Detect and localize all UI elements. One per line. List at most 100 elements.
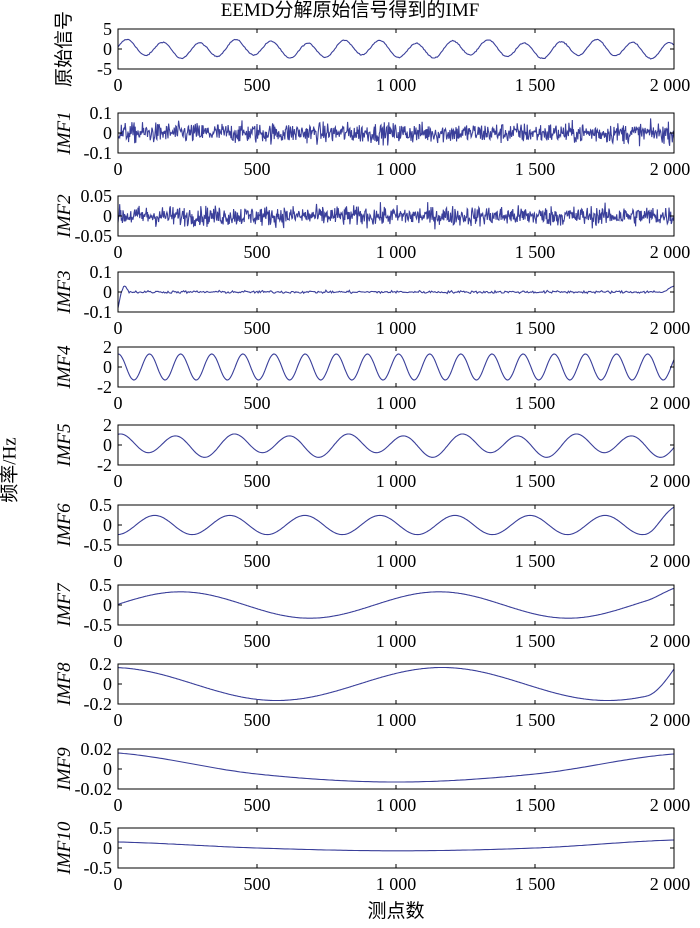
x-tick-label: 2 000 [650,471,691,491]
axes-box [117,424,675,466]
y-tick-label: 0.5 [90,575,113,595]
x-tick-label: 0 [114,75,123,95]
x-tick-label: 1 500 [515,242,556,262]
x-tick-label: 500 [244,159,271,179]
y-tick-label: -0.1 [84,302,113,322]
y-tick-label: -0.02 [75,779,113,799]
y-tick-label: 0 [103,282,112,302]
x-tick-label: 1 000 [376,471,417,491]
y-tick-label: 5 [103,19,112,39]
subplot-y-label: IMF6 [54,503,75,548]
x-tick-label: 1 500 [515,75,556,95]
x-tick-label: 1 000 [376,159,417,179]
figure-title: EEMD分解原始信号得到的IMF [220,0,480,21]
y-tick-label: -0.2 [84,694,113,714]
x-tick-label: 1 000 [376,631,417,651]
x-tick-label: 500 [244,393,271,413]
x-tick-label: 0 [114,242,123,262]
x-tick-label: 500 [244,795,271,815]
x-tick-label: 2 000 [650,393,691,413]
x-tick-label: 2 000 [650,159,691,179]
axes-box [117,584,675,626]
x-tick-label: 2 000 [650,710,691,730]
x-tick-label: 0 [114,471,123,491]
subplot-y-label: IMF7 [54,582,75,628]
y-tick-label: 2 [103,415,112,435]
y-tick-label: 0.02 [81,739,113,759]
x-tick-label: 1 000 [376,393,417,413]
x-tick-label: 1 000 [376,318,417,338]
x-axis-label: 测点数 [367,901,425,922]
y-tick-label: 2 [103,337,112,357]
x-tick-label: 1 500 [515,631,556,651]
x-tick-label: 2 000 [650,242,691,262]
x-tick-label: 2 000 [650,874,691,894]
y-tick-label: 0.1 [90,262,113,282]
subplot-y-label: IMF3 [54,270,75,314]
x-tick-label: 1 500 [515,551,556,571]
series-line-11 [117,839,675,852]
axes-box [117,827,675,869]
x-tick-label: 2 000 [650,551,691,571]
y-tick-label: 0.05 [81,186,113,206]
subplot-y-label: IMF10 [54,821,75,875]
x-tick-label: 0 [114,159,123,179]
y-tick-label: -0.1 [84,143,113,163]
subplot-y-label: IMF9 [54,747,75,792]
x-tick-label: 0 [114,393,123,413]
y-tick-label: -2 [97,455,112,475]
x-tick-label: 0 [114,874,123,894]
y-tick-label: -2 [97,377,112,397]
x-tick-label: 0 [114,631,123,651]
x-tick-label: 2 000 [650,795,691,815]
x-tick-label: 1 000 [376,795,417,815]
x-tick-label: 1 500 [515,874,556,894]
y-tick-label: 0 [103,206,112,226]
y-tick-label: 0 [103,838,112,858]
y-tick-label: 0.2 [90,654,113,674]
x-tick-label: 500 [244,710,271,730]
y-tick-label: 0.5 [90,495,113,515]
y-tick-label: 0 [103,674,112,694]
x-tick-label: 500 [244,874,271,894]
subplot-y-label: IMF8 [54,662,75,707]
y-tick-label: 0 [103,39,112,59]
subplot-y-label: 原始信号 [53,11,75,87]
y-tick-label: 0 [103,123,112,143]
x-tick-label: 500 [244,551,271,571]
x-tick-label: 2 000 [650,318,691,338]
x-tick-label: 1 500 [515,393,556,413]
series-line-10 [117,752,675,783]
y-tick-label: -0.5 [84,535,113,555]
subplot-y-label: IMF4 [54,345,75,390]
x-tick-label: 0 [114,710,123,730]
x-tick-label: 2 000 [650,631,691,651]
x-tick-label: 1 000 [376,551,417,571]
x-tick-label: 2 000 [650,75,691,95]
x-tick-label: 1 000 [376,75,417,95]
y-tick-label: 0 [103,595,112,615]
series-line-4 [117,285,675,309]
x-tick-label: 500 [244,318,271,338]
axes-box [117,28,675,70]
y-tick-label: -5 [97,59,112,79]
x-tick-label: 1 000 [376,874,417,894]
axes-box [117,346,675,388]
y-tick-label: -0.5 [84,615,113,635]
x-tick-label: 1 500 [515,318,556,338]
x-tick-label: 500 [244,471,271,491]
y-tick-label: 0.1 [90,103,113,123]
x-tick-label: 1 000 [376,710,417,730]
x-tick-label: 0 [114,795,123,815]
x-tick-label: 500 [244,242,271,262]
